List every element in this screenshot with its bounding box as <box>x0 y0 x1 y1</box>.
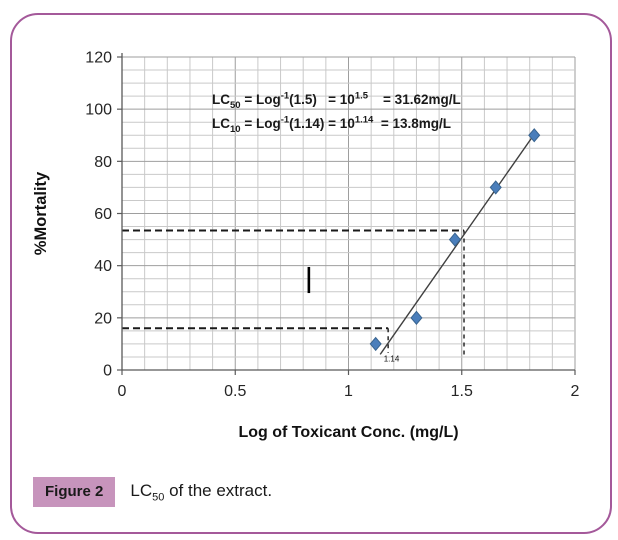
y-tick-label: 40 <box>94 258 112 275</box>
y-tick-label: 0 <box>103 363 112 380</box>
x-tick-label: 0 <box>118 383 127 400</box>
x-tick-label: 1.5 <box>451 383 473 400</box>
y-axis-title: %Mortality <box>32 171 50 255</box>
y-tick-label: 60 <box>94 206 112 223</box>
data-point-marker <box>528 128 541 143</box>
x-tick-label: 0.5 <box>224 383 246 400</box>
x-axis-title: Log of Toxicant Conc. (mg/L) <box>238 424 458 441</box>
figure-label: Figure 2 <box>33 477 116 507</box>
y-tick-label: 20 <box>94 310 112 327</box>
figure-caption-text: LC50 of the extract. <box>130 480 273 504</box>
figure-border <box>10 13 612 534</box>
y-tick-label: 120 <box>85 50 112 67</box>
x-tick-label: 2 <box>571 383 580 400</box>
data-point-marker <box>489 180 502 195</box>
trendline <box>379 132 536 355</box>
x-tick-label: 1 <box>344 383 353 400</box>
annotation-line: LC10 = Log-1(1.14) = 101.14 = 13.8mg/L <box>212 115 451 136</box>
data-point-marker <box>369 336 382 352</box>
figure-caption: Figure 2 LC50 of the extract. <box>33 477 272 507</box>
guide-label: 1.14 <box>384 355 400 364</box>
annotation-line: LC50 = Log-1(1.5) = 101.5 = 31.62mg/L <box>212 91 461 112</box>
y-tick-label: 100 <box>85 102 112 119</box>
y-tick-label: 80 <box>94 154 112 171</box>
data-point-marker <box>448 232 462 247</box>
data-point-marker <box>410 310 423 326</box>
